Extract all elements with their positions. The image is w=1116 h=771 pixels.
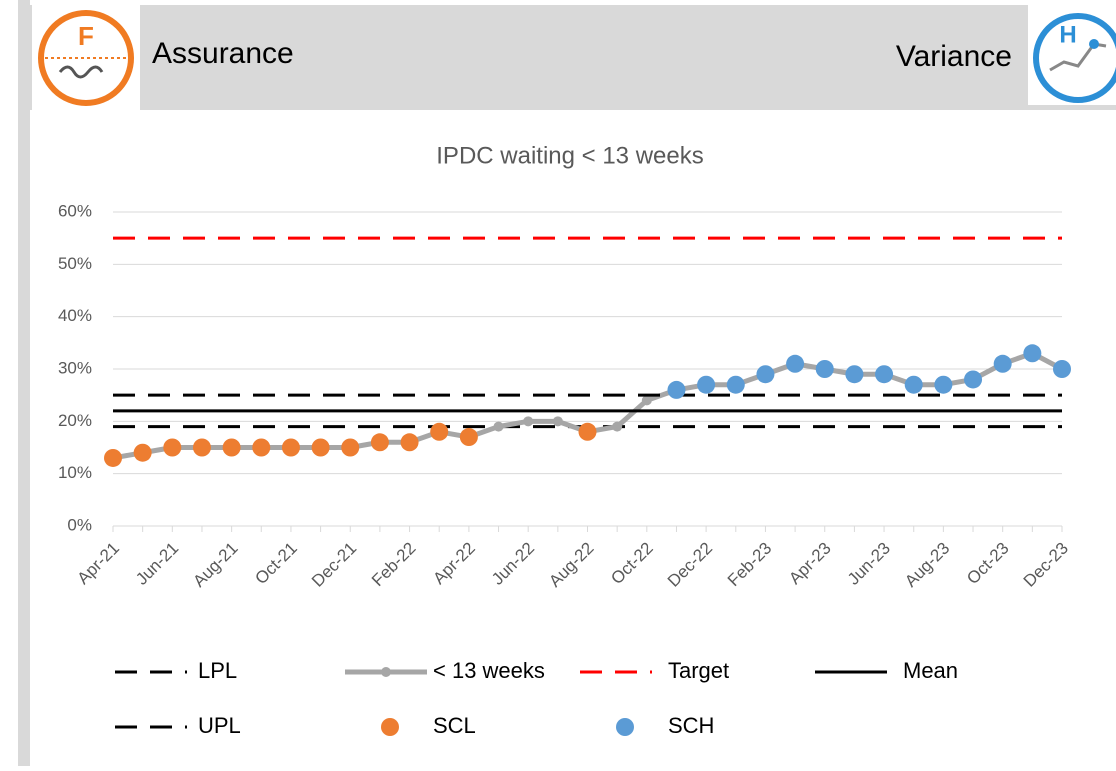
y-tick-label: 40% [58, 306, 92, 325]
x-tick-label: Aug-22 [545, 539, 597, 591]
x-tick-label: Oct-21 [251, 539, 301, 589]
point [400, 433, 419, 452]
legend-label: Mean [903, 658, 958, 683]
icon-letter: H [1059, 21, 1076, 48]
point [667, 380, 686, 399]
line-marker [493, 421, 504, 432]
point [578, 422, 597, 441]
header-bar [30, 5, 1116, 110]
x-tick-label: Oct-23 [963, 539, 1013, 589]
point [786, 354, 805, 373]
x-tick-label: Oct-22 [607, 539, 657, 589]
point [104, 448, 122, 467]
point [252, 438, 271, 457]
line-marker [641, 395, 652, 406]
x-tick-label: Apr-23 [785, 539, 835, 589]
point [993, 354, 1012, 373]
y-tick-label: 30% [58, 358, 92, 377]
chart-title: IPDC waiting < 13 weeks [436, 142, 703, 169]
x-tick-label: Aug-23 [901, 539, 953, 591]
legend-label: Target [668, 658, 729, 683]
variance-icon [1033, 13, 1116, 103]
right-title: Variance [896, 40, 1012, 73]
x-tick-label: Jun-22 [488, 539, 538, 589]
point [964, 370, 983, 389]
point [163, 438, 182, 457]
y-tick-label: 50% [58, 254, 92, 273]
x-tick-label: Aug-21 [189, 539, 241, 591]
legend-marker [616, 718, 634, 736]
point [311, 438, 330, 457]
point [875, 365, 894, 384]
point [815, 360, 834, 378]
line-marker [612, 421, 623, 432]
y-tick-label: 10% [58, 463, 92, 482]
legend-label: < 13 weeks [433, 658, 545, 683]
point [845, 365, 864, 384]
point [1023, 344, 1042, 363]
legend-marker [381, 667, 391, 677]
x-tick-label: Dec-21 [308, 539, 360, 591]
x-tick-label: Dec-23 [1020, 539, 1072, 591]
x-tick-label: Apr-22 [429, 539, 479, 589]
x-tick-label: Apr-21 [73, 539, 123, 589]
x-tick-label: Feb-23 [724, 539, 776, 591]
point [756, 365, 775, 384]
point [726, 375, 745, 394]
x-tick-label: Feb-22 [368, 539, 420, 591]
x-tick-label: Jun-23 [844, 539, 894, 589]
point [904, 375, 923, 394]
y-tick-label: 60% [58, 201, 92, 220]
icon-dot [1089, 39, 1099, 49]
point [341, 438, 360, 457]
point [192, 438, 211, 457]
legend-marker [381, 718, 399, 736]
legend-label: SCH [668, 713, 714, 738]
y-tick-label: 0% [67, 515, 92, 534]
point [281, 438, 300, 457]
icon-wave [58, 65, 104, 79]
line-marker [523, 416, 534, 427]
point [222, 438, 241, 457]
point [697, 375, 716, 394]
line-marker [552, 416, 563, 427]
x-tick-label: Dec-22 [664, 539, 716, 591]
point [459, 428, 478, 447]
legend-label: UPL [198, 713, 241, 738]
assurance-icon [38, 10, 134, 106]
side-strip [18, 0, 30, 766]
legend-label: LPL [198, 658, 237, 683]
x-tick-label: Jun-21 [132, 539, 182, 589]
left-title: Assurance [152, 37, 294, 70]
point [370, 433, 389, 452]
icon-letter: F [78, 21, 94, 51]
point [1053, 360, 1071, 378]
point [430, 422, 449, 441]
point [133, 443, 152, 462]
legend-label: SCL [433, 713, 476, 738]
y-tick-label: 20% [58, 411, 92, 430]
point [934, 375, 953, 394]
